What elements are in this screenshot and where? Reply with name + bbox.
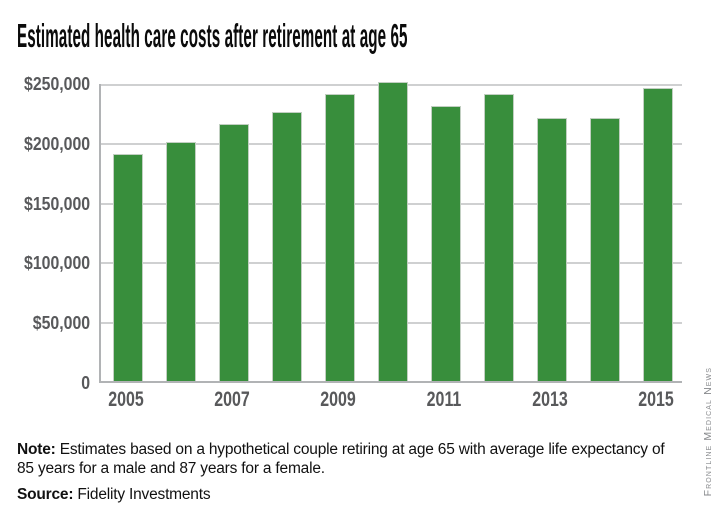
y-tick-label: 0 <box>0 373 90 393</box>
y-tick-label-text: $200,000 <box>23 133 90 154</box>
source-label: Source: <box>17 486 74 503</box>
y-tick-label-text: $50,000 <box>32 313 90 334</box>
x-tick-label-2009: 2009 <box>320 389 385 411</box>
bar-2007 <box>218 123 249 381</box>
x-tick-label-2013: 2013 <box>532 389 597 411</box>
bar-2008 <box>271 111 302 381</box>
y-tick-label: $50,000 <box>0 313 90 333</box>
x-tick-label-2005: 2005 <box>108 389 173 411</box>
x-tick-label-text: 2011 <box>426 388 461 411</box>
y-tick-label-text: $100,000 <box>23 253 90 274</box>
bar-2012 <box>483 93 514 381</box>
y-tick-label-text: $150,000 <box>23 193 90 214</box>
source-body: Fidelity Investments <box>73 486 211 503</box>
y-tick-label: $100,000 <box>0 253 90 273</box>
x-tick-label-text: 2009 <box>319 388 356 411</box>
chart-title-text: Estimated health care costs after retire… <box>17 17 408 54</box>
x-tick-label-text: 2015 <box>637 388 674 411</box>
source-text: Source: Fidelity Investments <box>17 485 211 504</box>
y-tick-label-text: $250,000 <box>23 74 90 94</box>
bar-2011 <box>430 105 461 381</box>
bar-2014 <box>589 117 620 381</box>
chart-title: Estimated health care costs after retire… <box>17 17 720 55</box>
publisher-credit: Frontline Medical News <box>702 366 714 496</box>
y-tick-label: $150,000 <box>0 194 90 214</box>
bar-2005 <box>112 153 143 381</box>
y-tick-label-text: 0 <box>81 373 90 393</box>
y-tick-label: $200,000 <box>0 134 90 154</box>
bar-2015 <box>642 87 673 381</box>
note-label: Note: <box>17 441 56 458</box>
x-tick-label-2015: 2015 <box>638 389 703 411</box>
bar-2006 <box>165 141 196 381</box>
plot-area <box>99 82 682 383</box>
bar-2010 <box>377 82 408 381</box>
note-text: Note: Estimates based on a hypothetical … <box>17 440 685 478</box>
x-tick-label-2007: 2007 <box>214 389 279 411</box>
note-body: Estimates based on a hypothetical couple… <box>17 441 665 477</box>
x-tick-label-text: 2013 <box>531 388 568 411</box>
bar-2013 <box>536 117 567 381</box>
bar-2009 <box>324 93 355 381</box>
y-tick-label: $250,000 <box>0 74 90 94</box>
x-tick-label-text: 2005 <box>107 388 144 411</box>
x-tick-label-text: 2007 <box>213 388 250 411</box>
x-tick-label-2011: 2011 <box>426 389 490 411</box>
